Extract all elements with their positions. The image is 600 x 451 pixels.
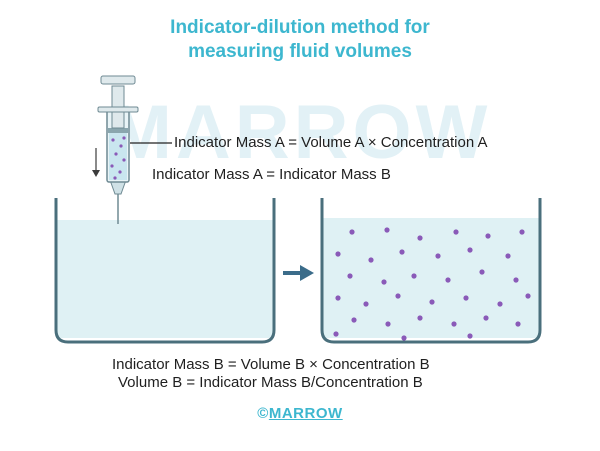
indicator-particles: [333, 227, 531, 341]
indicator-particle: [445, 277, 451, 283]
indicator-particle: [363, 301, 369, 307]
syringe-particle: [113, 176, 117, 180]
syringe-particle: [110, 164, 114, 168]
indicator-particle: [505, 253, 511, 259]
indicator-particle: [381, 279, 387, 285]
diagram-title-line-2: measuring fluid volumes: [188, 41, 412, 62]
indicator-particle: [519, 229, 525, 235]
equation-mass-equal: Indicator Mass A = Indicator Mass B: [152, 166, 391, 183]
beaker-right: [320, 198, 542, 344]
indicator-particle: [479, 269, 485, 275]
indicator-particle: [467, 333, 473, 339]
beaker-left-fluid: [56, 220, 274, 338]
indicator-particle: [429, 299, 435, 305]
indicator-particle: [497, 301, 503, 307]
indicator-particle: [335, 251, 341, 257]
indicator-particle: [417, 235, 423, 241]
beaker-left-wall: [54, 198, 276, 344]
indicator-particle: [435, 253, 441, 259]
indicator-particle: [395, 293, 401, 299]
indicator-particle: [451, 321, 457, 327]
indicator-particle: [333, 331, 339, 337]
copyright-symbol: ©: [257, 405, 269, 422]
indicator-particle: [411, 273, 417, 279]
syringe-indicator-particles: [110, 136, 126, 180]
indicator-particle: [349, 229, 355, 235]
indicator-particle: [384, 227, 390, 233]
syringe-particle: [119, 144, 123, 148]
indicator-particle: [483, 315, 489, 321]
indicator-particle: [401, 335, 407, 341]
indicator-particle: [347, 273, 353, 279]
indicator-particle: [513, 277, 519, 283]
brand-name: MARROW: [268, 405, 343, 422]
syringe-particle: [122, 158, 126, 162]
watermark-text: MARROW: [109, 90, 492, 175]
brand-logo: ©MARROW: [0, 405, 600, 422]
indicator-particle: [417, 315, 423, 321]
indicator-particle: [525, 293, 531, 299]
syringe-icon: [92, 75, 139, 224]
indicator-particle: [351, 317, 357, 323]
syringe-particle: [118, 170, 122, 174]
equation-mass-a: Indicator Mass A = Volume A × Concentrat…: [174, 134, 488, 151]
syringe-particle: [114, 152, 118, 156]
indicator-particle: [515, 321, 521, 327]
indicator-particle: [463, 295, 469, 301]
indicator-particle: [467, 247, 473, 253]
equation-mass-b: Indicator Mass B = Volume B × Concentrat…: [112, 356, 430, 373]
indicator-particle: [385, 321, 391, 327]
beaker-left: [54, 198, 276, 344]
syringe-particle: [111, 138, 115, 142]
equation-volume-b: Volume B = Indicator Mass B/Concentratio…: [118, 374, 423, 391]
right-arrow-icon: [283, 265, 314, 281]
indicator-particle: [453, 229, 459, 235]
indicator-particle: [399, 249, 405, 255]
indicator-particle: [335, 295, 341, 301]
indicator-particle: [368, 257, 374, 263]
diagram-title-line-1: Indicator-dilution method for: [170, 17, 430, 38]
beaker-right-fluid: [322, 218, 540, 338]
syringe-particle: [122, 136, 126, 140]
beaker-right-wall: [320, 198, 542, 344]
indicator-particle: [485, 233, 491, 239]
